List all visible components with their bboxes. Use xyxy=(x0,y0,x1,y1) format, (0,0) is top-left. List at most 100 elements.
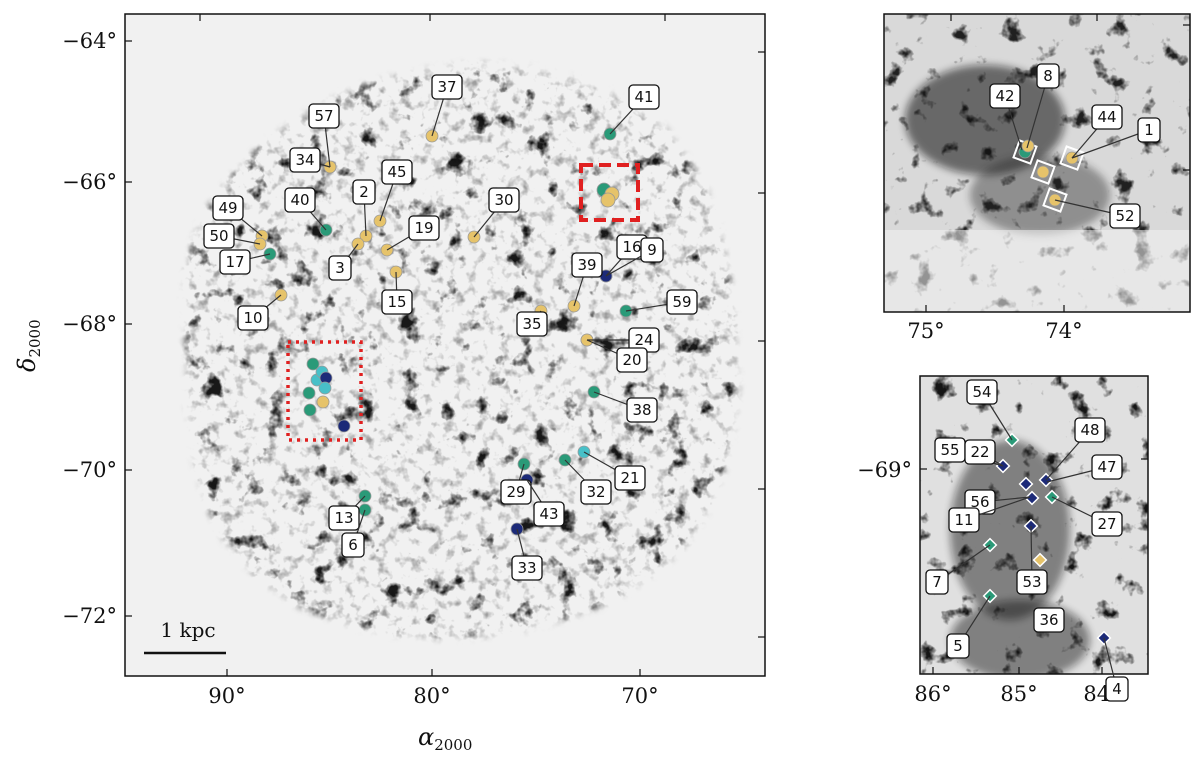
y-axis-label: δ2000 xyxy=(13,319,44,372)
source-label-box xyxy=(666,289,698,315)
y-tick-label: −68° xyxy=(62,312,117,336)
source-label-box xyxy=(614,465,646,491)
source-label: 48 xyxy=(1080,421,1099,439)
inset-top-x-tick: 75° xyxy=(907,319,944,343)
source-label: 40 xyxy=(290,191,309,209)
source-marker xyxy=(1024,490,1040,506)
source-label-box xyxy=(1036,63,1060,89)
source-label-box xyxy=(488,187,520,213)
source-label-box xyxy=(352,179,376,205)
y-axis-symbol: δ xyxy=(13,358,41,372)
source-label: 52 xyxy=(1115,207,1134,225)
source-label: 10 xyxy=(243,309,262,327)
source-label: 59 xyxy=(672,293,691,311)
source-marker xyxy=(600,192,616,208)
source-label-box xyxy=(381,289,413,315)
inset-top-ticks xyxy=(925,14,1190,312)
source-label: 47 xyxy=(1097,458,1116,476)
source-label: 35 xyxy=(522,315,541,333)
source-label-box xyxy=(219,249,251,275)
source-label-box xyxy=(328,505,360,531)
source-label-box xyxy=(381,159,413,185)
inset-bottom-frame xyxy=(919,375,1149,675)
source-label-box xyxy=(1033,607,1065,633)
x-axis-subscript: 2000 xyxy=(434,736,472,754)
source-label: 5 xyxy=(953,637,963,655)
source-label: 30 xyxy=(494,191,513,209)
source-label: 38 xyxy=(632,401,651,419)
source-label: 57 xyxy=(314,107,333,125)
source-label-box xyxy=(948,507,980,533)
source-label: 6 xyxy=(348,536,358,554)
x-tick-label: 80° xyxy=(413,684,450,708)
source-box xyxy=(1059,145,1085,171)
label-leader-line xyxy=(1071,129,1150,159)
source-label: 27 xyxy=(1097,515,1116,533)
source-label: 1 xyxy=(1144,121,1154,139)
source-label-box xyxy=(533,501,565,527)
x-axis-symbol: α xyxy=(418,723,434,751)
source-label: 34 xyxy=(295,151,314,169)
main-map-frame xyxy=(124,13,766,677)
source-label: 19 xyxy=(414,219,433,237)
source-label: 4 xyxy=(1112,680,1122,698)
source-label: 36 xyxy=(1039,611,1058,629)
source-marker xyxy=(303,403,317,417)
red-dotted-box xyxy=(286,340,363,442)
source-marker xyxy=(337,419,351,433)
inset-top-labels: 42 8 44 1 52 xyxy=(989,63,1161,229)
source-label: 9 xyxy=(647,241,657,259)
source-box xyxy=(1030,159,1056,185)
main-labels: 57 37 41 34 45 2 40 30 49 19 50 17 3 16 9 39 15 59 10 35 24 2… xyxy=(203,74,698,581)
source-label-box xyxy=(203,223,235,249)
source-label-box xyxy=(431,74,463,100)
x-axis-label: α2000 xyxy=(418,723,472,754)
source-marker xyxy=(1036,165,1050,179)
source-marker xyxy=(318,381,332,395)
source-marker xyxy=(316,395,330,409)
scale-bar-label: 1 kpc xyxy=(160,618,215,642)
source-label-box xyxy=(626,397,658,423)
source-label: 7 xyxy=(932,573,942,591)
inset-top: 75° 74° 42 8 44 1 52 xyxy=(883,13,1191,343)
hi-emission-image xyxy=(125,14,765,676)
y-tick-label: −72° xyxy=(62,604,117,628)
source-label-box xyxy=(580,479,612,505)
source-label: 32 xyxy=(586,483,605,501)
source-label-box xyxy=(571,252,603,278)
source-label: 56 xyxy=(970,493,989,511)
source-label: 21 xyxy=(620,469,639,487)
inset-bottom-ticks xyxy=(920,376,1148,674)
source-label: 49 xyxy=(218,199,237,217)
source-label: 3 xyxy=(335,259,345,277)
source-label-box xyxy=(511,555,543,581)
source-label: 39 xyxy=(577,256,596,274)
y-tick-label: −66° xyxy=(62,170,117,194)
source-label: 43 xyxy=(539,505,558,523)
inset-bottom-x-tick: 86° xyxy=(914,682,951,706)
source-label: 45 xyxy=(387,163,406,181)
source-label-box xyxy=(237,305,269,331)
source-label-box xyxy=(628,84,660,110)
source-label: 37 xyxy=(437,78,456,96)
main-ticks xyxy=(125,14,765,676)
source-label-box xyxy=(1091,511,1123,537)
source-label-box xyxy=(328,255,352,281)
source-label: 13 xyxy=(334,509,353,527)
source-label: 22 xyxy=(970,443,989,461)
source-label-box xyxy=(966,379,998,405)
source-label-box xyxy=(989,83,1021,109)
source-label-box xyxy=(289,147,321,173)
source-label: 50 xyxy=(209,227,228,245)
source-label: 29 xyxy=(506,483,525,501)
source-label: 55 xyxy=(940,441,959,459)
source-marker xyxy=(306,357,320,371)
source-label: 20 xyxy=(622,351,641,369)
source-label-box xyxy=(500,479,532,505)
source-label: 2 xyxy=(359,183,369,201)
inset-top-x-tick: 74° xyxy=(1045,319,1082,343)
source-label-box xyxy=(1091,104,1123,130)
inset-bottom-y-tick: −69° xyxy=(857,458,912,482)
source-label: 11 xyxy=(954,511,973,529)
